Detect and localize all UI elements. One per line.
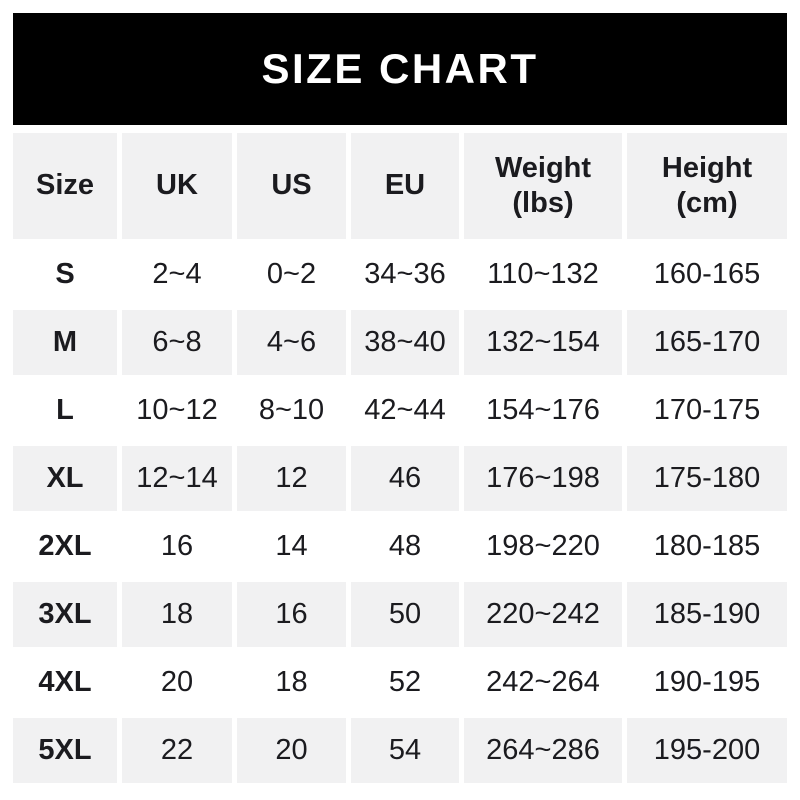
weight-value: 242~264 (486, 666, 600, 699)
us-value: 12 (237, 446, 346, 511)
weight-value: 198~220 (486, 530, 600, 563)
height-value: 160-165 (653, 258, 761, 291)
uk-value: 2~4 (152, 258, 202, 291)
us-value: 4~6 (237, 310, 346, 375)
uk-value: 18 (122, 582, 232, 647)
size-table: Size UK US EU Weight (lbs) Height (cm) S… (13, 133, 787, 783)
banner: SIZE CHART (13, 13, 787, 125)
column-header-weight: Weight (lbs) (464, 133, 622, 239)
weight-value: 110~132 (487, 258, 599, 291)
eu-value: 34~36 (364, 258, 446, 291)
weight-value: 176~198 (464, 446, 622, 511)
column-header-uk: UK (122, 133, 232, 239)
uk-value: 6~8 (122, 310, 232, 375)
weight-value: 132~154 (464, 310, 622, 375)
size-label: 2XL (38, 530, 92, 563)
weight-value: 154~176 (486, 394, 600, 427)
table-row-m: M 6~8 4~6 38~40 132~154 165-170 (13, 310, 787, 375)
height-value: 165-170 (627, 310, 787, 375)
height-value: 190-195 (653, 666, 761, 699)
eu-value: 52 (388, 666, 422, 699)
column-header-height: Height (cm) (627, 133, 787, 239)
table-row-3xl: 3XL 18 16 50 220~242 185-190 (13, 582, 787, 647)
table-row-l: L 10~12 8~10 42~44 154~176 170-175 (13, 378, 787, 443)
eu-value: 38~40 (351, 310, 459, 375)
height-value: 185-190 (627, 582, 787, 647)
us-value: 20 (237, 718, 346, 783)
height-value: 180-185 (653, 530, 761, 563)
size-label: 4XL (38, 666, 92, 699)
uk-value: 12~14 (122, 446, 232, 511)
uk-value: 16 (160, 530, 194, 563)
eu-value: 42~44 (364, 394, 446, 427)
page-title: SIZE CHART (261, 45, 539, 92)
size-label: M (13, 310, 117, 375)
table-row-xl: XL 12~14 12 46 176~198 175-180 (13, 446, 787, 511)
us-value: 16 (237, 582, 346, 647)
uk-value: 22 (122, 718, 232, 783)
eu-value: 48 (388, 530, 422, 563)
size-label: 5XL (13, 718, 117, 783)
table-row-s: S 2~4 0~2 34~36 110~132 160-165 (13, 242, 787, 307)
table-row-5xl: 5XL 22 20 54 264~286 195-200 (13, 718, 787, 783)
us-value: 18 (275, 666, 308, 699)
uk-value: 20 (160, 666, 194, 699)
size-label: S (55, 258, 75, 291)
uk-value: 10~12 (136, 394, 218, 427)
us-value: 8~10 (258, 394, 325, 427)
eu-value: 50 (351, 582, 459, 647)
table-header-row: Size UK US EU Weight (lbs) Height (cm) (13, 133, 787, 239)
eu-value: 46 (351, 446, 459, 511)
weight-value: 264~286 (464, 718, 622, 783)
height-value: 175-180 (627, 446, 787, 511)
size-label: XL (13, 446, 117, 511)
table-row-4xl: 4XL 20 18 52 242~264 190-195 (13, 650, 787, 715)
column-header-size: Size (13, 133, 117, 239)
height-value: 195-200 (627, 718, 787, 783)
us-value: 14 (275, 530, 308, 563)
eu-value: 54 (351, 718, 459, 783)
size-label: 3XL (13, 582, 117, 647)
size-chart-page: SIZE CHART Size UK US EU Weight (lbs) He… (13, 0, 787, 783)
column-header-eu: EU (351, 133, 459, 239)
us-value: 0~2 (266, 258, 317, 291)
column-header-us: US (237, 133, 346, 239)
weight-value: 220~242 (464, 582, 622, 647)
height-value: 170-175 (653, 394, 761, 427)
table-row-2xl: 2XL 16 14 48 198~220 180-185 (13, 514, 787, 579)
size-label: L (56, 394, 74, 427)
